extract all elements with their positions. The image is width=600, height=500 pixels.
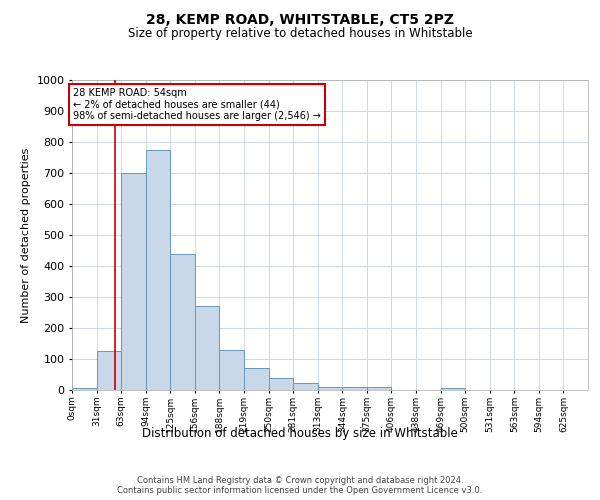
Bar bbox=[318, 387, 342, 390]
Text: 28, KEMP ROAD, WHITSTABLE, CT5 2PZ: 28, KEMP ROAD, WHITSTABLE, CT5 2PZ bbox=[146, 12, 454, 26]
Bar bbox=[220, 350, 244, 390]
Bar bbox=[146, 150, 170, 390]
Bar bbox=[97, 351, 121, 390]
Bar bbox=[121, 173, 146, 390]
Bar bbox=[244, 368, 269, 390]
Bar bbox=[342, 387, 367, 390]
Bar bbox=[170, 254, 195, 390]
Bar bbox=[269, 378, 293, 390]
Bar bbox=[293, 383, 318, 390]
Text: 28 KEMP ROAD: 54sqm
← 2% of detached houses are smaller (44)
98% of semi-detache: 28 KEMP ROAD: 54sqm ← 2% of detached hou… bbox=[73, 88, 320, 121]
Bar bbox=[195, 306, 220, 390]
Bar bbox=[72, 388, 97, 390]
Bar bbox=[440, 388, 465, 390]
Bar bbox=[367, 387, 391, 390]
Text: Contains HM Land Registry data © Crown copyright and database right 2024.
Contai: Contains HM Land Registry data © Crown c… bbox=[118, 476, 482, 495]
Y-axis label: Number of detached properties: Number of detached properties bbox=[21, 148, 31, 322]
Text: Size of property relative to detached houses in Whitstable: Size of property relative to detached ho… bbox=[128, 28, 472, 40]
Text: Distribution of detached houses by size in Whitstable: Distribution of detached houses by size … bbox=[142, 428, 458, 440]
